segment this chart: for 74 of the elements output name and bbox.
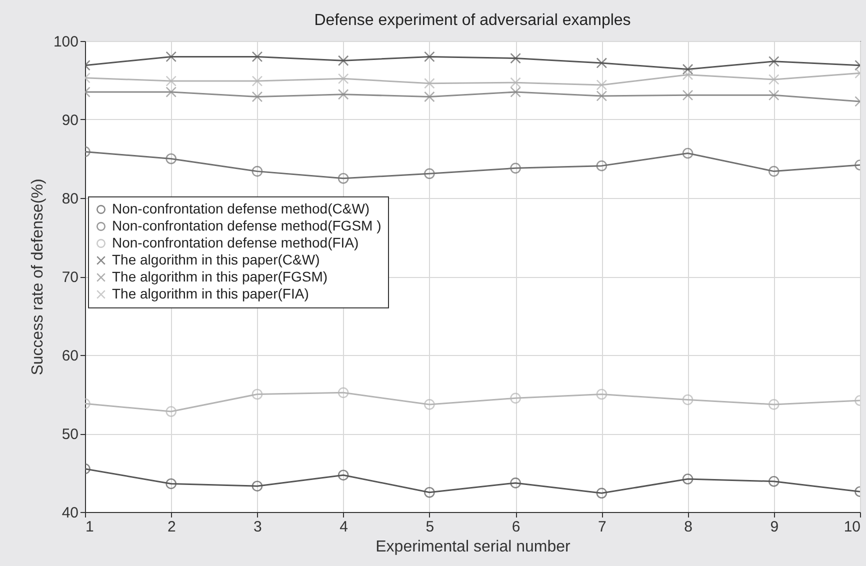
point xyxy=(338,470,349,480)
legend-label: The algorithm in this paper(FGSM) xyxy=(112,268,328,284)
point xyxy=(252,480,263,492)
point xyxy=(252,91,263,102)
y-axis-title: Success rate of defense(%) xyxy=(29,178,46,376)
x-tick-label: 1 xyxy=(86,518,94,536)
point xyxy=(510,392,521,404)
y-tick-label: 40 xyxy=(62,504,78,522)
x-tick-label: 10 xyxy=(844,518,860,536)
y-tick-label: 70 xyxy=(62,269,78,286)
legend-label: The algorithm in this paper(C&W) xyxy=(112,251,320,268)
point xyxy=(424,168,435,180)
y-tick-label: 80 xyxy=(62,190,78,208)
point xyxy=(596,388,608,400)
point xyxy=(166,406,177,417)
point xyxy=(424,399,435,410)
point xyxy=(682,148,694,159)
point xyxy=(768,74,780,85)
point xyxy=(424,78,435,89)
point xyxy=(682,90,694,101)
point xyxy=(510,478,521,488)
point xyxy=(338,73,349,84)
point xyxy=(768,56,780,67)
point xyxy=(338,88,349,100)
point xyxy=(596,160,608,172)
point xyxy=(682,474,694,484)
point xyxy=(166,153,177,164)
x-tick-label: 2 xyxy=(167,518,176,536)
x-tick-label: 3 xyxy=(254,518,262,536)
x-tick-label: 4 xyxy=(340,518,348,536)
point xyxy=(252,166,263,177)
point xyxy=(510,77,521,88)
y-tick-label: 60 xyxy=(62,348,78,364)
point xyxy=(768,166,780,177)
point xyxy=(768,476,780,487)
point xyxy=(166,86,177,98)
point xyxy=(166,76,177,86)
point xyxy=(338,55,349,66)
point xyxy=(682,69,694,80)
x-tick-label: 5 xyxy=(426,518,434,536)
point xyxy=(596,488,608,499)
point xyxy=(424,486,435,498)
point xyxy=(252,51,263,62)
point xyxy=(252,76,263,86)
point xyxy=(510,162,521,174)
point xyxy=(596,58,608,68)
point xyxy=(338,387,349,398)
point xyxy=(510,86,521,98)
point xyxy=(252,388,263,400)
x-axis-title: Experimental serial number xyxy=(376,538,572,556)
point xyxy=(768,90,780,101)
legend-label: Non-confrontation defense method(FGSM ) xyxy=(112,217,382,234)
point xyxy=(596,90,608,102)
point xyxy=(596,80,608,90)
point xyxy=(682,64,694,75)
point xyxy=(510,52,521,64)
point xyxy=(424,51,435,62)
y-tick-label: 90 xyxy=(62,112,78,129)
legend-label: Non-confrontation defense method(C&W) xyxy=(112,200,370,216)
x-tick-label: 9 xyxy=(770,518,779,536)
point xyxy=(682,394,694,406)
point xyxy=(166,478,177,490)
point xyxy=(768,399,780,410)
y-tick-label: 100 xyxy=(53,34,78,50)
point xyxy=(338,172,349,184)
legend-label: The algorithm in this paper(FIA) xyxy=(112,285,309,302)
x-tick-label: 7 xyxy=(598,518,606,536)
chart-title: Defense experiment of adversarial examples xyxy=(314,12,631,29)
x-tick-label: 6 xyxy=(512,518,520,536)
legend-label: Non-confrontation defense method(FIA) xyxy=(112,234,359,250)
y-tick-label: 50 xyxy=(62,426,78,443)
point xyxy=(424,91,435,102)
x-tick-label: 8 xyxy=(684,518,692,536)
point xyxy=(166,51,177,62)
